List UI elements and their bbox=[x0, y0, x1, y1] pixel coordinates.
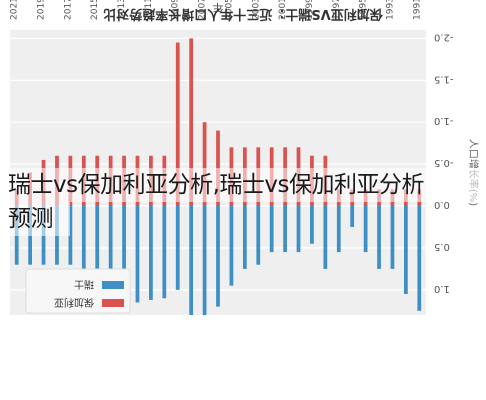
legend-swatch-bulgaria bbox=[102, 299, 124, 307]
bar-switzerland-2008 bbox=[189, 206, 194, 315]
bar-switzerland-2010 bbox=[162, 206, 167, 299]
x-tick-label: 2005 bbox=[224, 0, 234, 20]
x-tick-label: 2011 bbox=[144, 0, 154, 20]
y-tick-label: -1.0 bbox=[434, 115, 454, 126]
bar-switzerland-1995 bbox=[363, 206, 368, 253]
bar-switzerland-2006 bbox=[216, 206, 220, 307]
y-tick-label: 0.5 bbox=[434, 241, 450, 252]
x-tick-label: 2015 bbox=[90, 0, 100, 20]
bar-switzerland-1998 bbox=[323, 206, 328, 269]
bar-bulgaria-2007 bbox=[202, 122, 207, 207]
x-tick-label: 1995 bbox=[359, 0, 369, 20]
x-tick-label: 2009 bbox=[171, 0, 181, 20]
bar-switzerland-1994 bbox=[377, 206, 381, 269]
bar-switzerland-1993 bbox=[390, 206, 395, 269]
x-tick-label: 2013 bbox=[117, 0, 127, 20]
bar-switzerland-2007 bbox=[202, 206, 207, 315]
chart-rotated-group: 1.0 0.5 0.0 -0.5 -1.0 -1.5 -2.0 1991 1993 1995 199… bbox=[10, 0, 480, 315]
bar-switzerland-2012 bbox=[135, 206, 140, 303]
y-tick-label: -1.5 bbox=[434, 73, 454, 84]
x-tick-label: 2003 bbox=[251, 0, 261, 20]
y-tick-label: -0.5 bbox=[434, 157, 454, 168]
x-tick-label: 1993 bbox=[385, 0, 395, 20]
chart-title: 保加利亚VS瑞士：近三十年人口增长率趋势对比 bbox=[103, 6, 383, 22]
bar-switzerland-2015 bbox=[95, 206, 100, 290]
x-axis-label: 年 bbox=[213, 1, 224, 15]
x-tick-label: 2001 bbox=[278, 0, 288, 20]
bar-switzerland-2001 bbox=[283, 206, 287, 253]
bar-switzerland-2004 bbox=[242, 206, 247, 269]
article-headline: 瑞士vs保加利亚分析,瑞士vs保加利亚分析 预测 bbox=[8, 168, 484, 236]
x-tick-label: 2019 bbox=[37, 0, 47, 20]
bar-switzerland-2005 bbox=[229, 206, 234, 286]
x-tick-label: 1991 bbox=[412, 0, 422, 20]
x-tick-label: 2007 bbox=[198, 0, 208, 20]
x-tick-label: 1999 bbox=[305, 0, 315, 20]
x-tick-label: 2017 bbox=[63, 0, 73, 20]
bar-switzerland-2002 bbox=[269, 206, 274, 253]
x-tick-label: 1997 bbox=[332, 0, 342, 20]
bar-switzerland-2011 bbox=[149, 206, 153, 300]
bar-switzerland-2016 bbox=[81, 206, 86, 275]
bar-switzerland-1999 bbox=[310, 206, 314, 244]
bar-switzerland-2014 bbox=[108, 206, 113, 295]
bar-switzerland-2017 bbox=[68, 206, 73, 265]
bar-switzerland-1997 bbox=[336, 206, 341, 253]
legend-swatch-switzerland bbox=[102, 281, 124, 289]
legend-label-switzerland: 瑞士 bbox=[74, 278, 94, 291]
y-tick-label: -2.0 bbox=[434, 31, 454, 42]
y-tick-label: 0.0 bbox=[434, 199, 450, 210]
headline-line-2: 预测 bbox=[8, 202, 70, 236]
bar-switzerland-1991 bbox=[417, 206, 422, 311]
bar-switzerland-2003 bbox=[256, 206, 261, 265]
bar-switzerland-2000 bbox=[296, 206, 301, 253]
x-tick-label: 2021 bbox=[10, 0, 20, 20]
y-tick-label: 1.0 bbox=[434, 283, 450, 294]
bar-bulgaria-2008 bbox=[189, 38, 194, 207]
bar-bulgaria-2009 bbox=[175, 42, 180, 207]
bar-switzerland-1992 bbox=[403, 206, 408, 295]
bar-switzerland-1996 bbox=[350, 206, 355, 227]
bar-switzerland-2013 bbox=[122, 206, 126, 307]
headline-line-1: 瑞士vs保加利亚分析,瑞士vs保加利亚分析 bbox=[8, 168, 484, 202]
bar-switzerland-2009 bbox=[175, 206, 180, 290]
legend-label-bulgaria: 保加利亚 bbox=[54, 296, 94, 309]
